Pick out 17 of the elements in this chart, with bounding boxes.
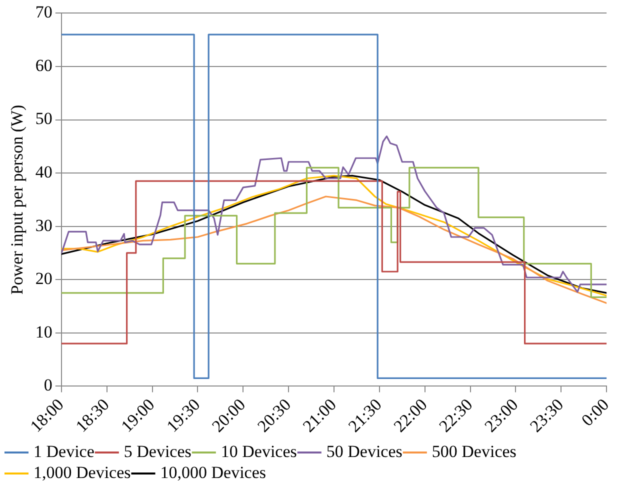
y-tick-label: 70	[35, 2, 52, 22]
legend-label: 1 Device	[34, 442, 94, 461]
y-tick-label: 30	[35, 216, 52, 235]
legend-label: 500 Devices	[432, 442, 516, 461]
legend-label: 10 Devices	[220, 442, 297, 461]
y-tick-label: 20	[35, 269, 52, 288]
legend-label: 1,000 Devices	[34, 462, 131, 482]
x-tick-label: 0:00	[578, 394, 613, 430]
y-axis-title: Power input per person (W)	[8, 104, 27, 295]
legend-label: 5 Devices	[124, 442, 192, 461]
y-tick-label: 40	[35, 162, 52, 182]
legend-label: 10,000 Devices	[160, 462, 266, 482]
y-tick-label: 60	[35, 56, 52, 75]
y-tick-label: 50	[35, 109, 52, 128]
y-tick-label: 0	[44, 376, 52, 395]
y-tick-label: 10	[35, 322, 52, 342]
legend-label: 50 Devices	[326, 442, 402, 461]
